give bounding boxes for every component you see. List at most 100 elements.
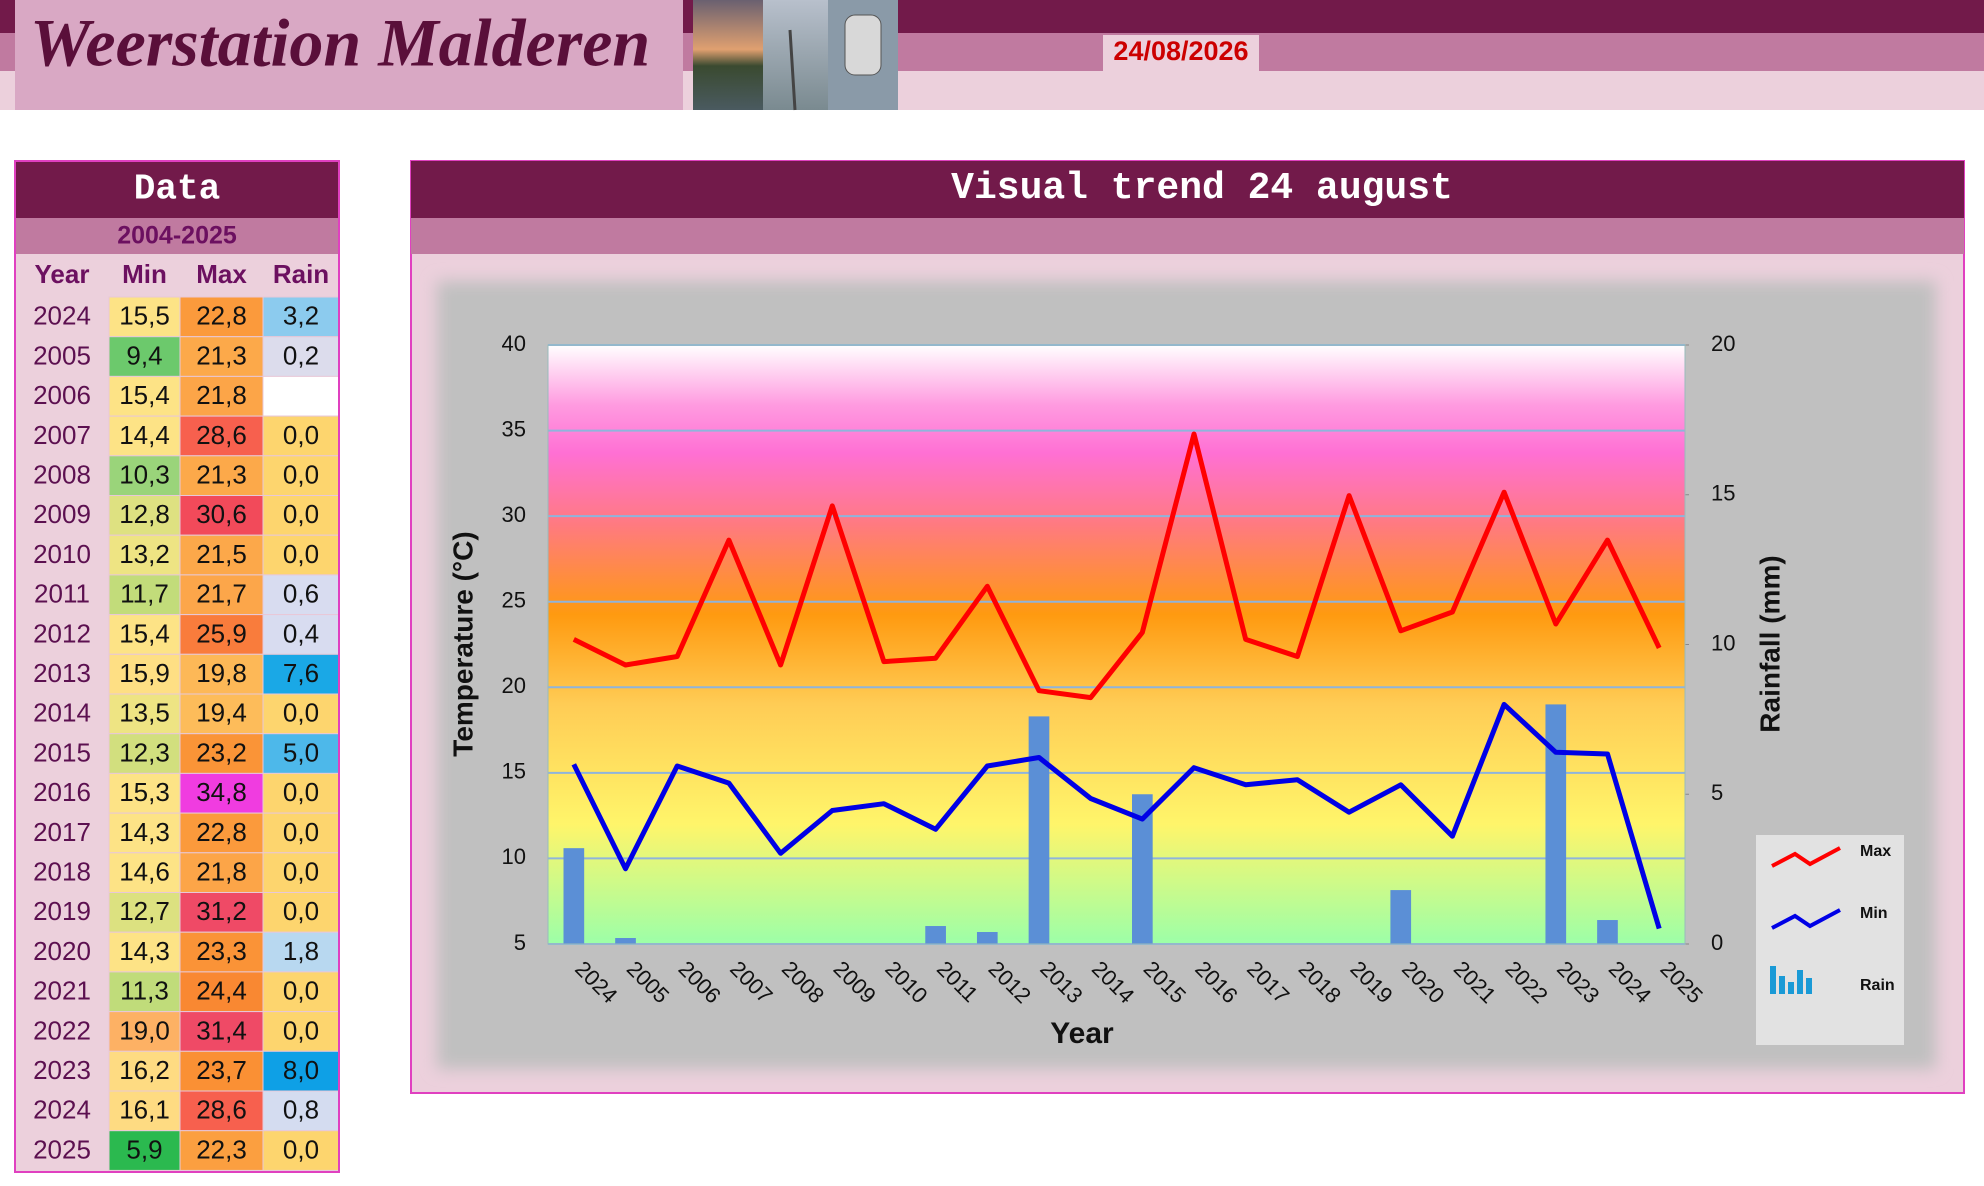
cell-value: 12,3 [119, 737, 170, 767]
series-line [571, 701, 1662, 930]
cell-value: 0,0 [283, 499, 319, 529]
cell-value: 5,0 [283, 737, 319, 767]
column-header: Min [122, 259, 167, 289]
table-cell [179, 336, 264, 377]
table-cell [179, 495, 264, 536]
y2-tick-label: 5 [1711, 780, 1723, 805]
cell-value: 22,3 [196, 1134, 247, 1164]
table-cell [179, 1130, 264, 1171]
cell-value: 14,3 [119, 817, 170, 847]
rain-bar [925, 926, 946, 944]
table-cell [108, 415, 181, 457]
cell-value: 21,7 [196, 579, 247, 609]
photo-detail [844, 14, 882, 76]
photo [693, 0, 763, 110]
cell-value: 24,4 [196, 976, 247, 1006]
date-box [1103, 35, 1259, 71]
row-year: 2021 [33, 976, 91, 1006]
table-cell [179, 1050, 264, 1092]
legend-icon [1779, 976, 1785, 994]
table-cell [262, 574, 340, 616]
table-cell [108, 614, 181, 655]
row-year: 2006 [33, 380, 91, 410]
row-year: 2020 [33, 936, 91, 966]
cell-value: 0,0 [283, 857, 319, 887]
table-cell [179, 375, 264, 417]
legend-icon [1797, 970, 1803, 994]
table-cell [179, 852, 264, 893]
cell-value: 11,7 [120, 579, 169, 609]
table-cell [179, 971, 264, 1013]
rain-bar [1545, 704, 1567, 944]
cell-value: 34,8 [196, 777, 247, 807]
cell-value: 30,6 [196, 499, 247, 529]
date: 24/08/2026 [1113, 36, 1248, 66]
row-year: 2019 [33, 896, 91, 926]
table-cell [262, 1011, 340, 1052]
cell-value: 0,0 [283, 420, 319, 450]
cell-value: 21,3 [196, 460, 247, 490]
y2-tick-label: 20 [1711, 331, 1735, 356]
y-tick-label: 20 [502, 673, 526, 698]
cell-value: 0,0 [283, 698, 319, 728]
cell-value: 13,2 [119, 539, 170, 569]
cell-value: 19,4 [196, 698, 247, 728]
plot-border [547, 344, 1686, 945]
row-year: 2014 [33, 698, 91, 728]
table-cell [108, 1050, 181, 1092]
cell-value: 0,8 [283, 1095, 319, 1125]
cell-value: 5,9 [126, 1134, 162, 1164]
row-year: 2012 [33, 618, 91, 648]
y-tick-label: 35 [502, 416, 526, 441]
photo [763, 0, 828, 110]
table-title: Data [134, 169, 220, 210]
table-cell [262, 971, 340, 1013]
cell-value: 28,6 [196, 420, 247, 450]
table-cell [179, 653, 264, 695]
table-cell [262, 614, 340, 655]
cell-value: 12,8 [119, 499, 170, 529]
rain-bar [615, 938, 636, 944]
cell-value: 31,4 [196, 1015, 247, 1045]
table-cell [108, 852, 181, 893]
y2-tick-label: 0 [1711, 930, 1723, 955]
table-cell [262, 1130, 340, 1171]
cell-value: 11,3 [120, 976, 169, 1006]
table-cell [179, 534, 264, 576]
x-axis-label: Year [1050, 1017, 1114, 1050]
row-year: 2010 [33, 539, 91, 569]
cell-value: 31,2 [196, 896, 247, 926]
table-cell [179, 574, 264, 616]
cell-value: 21,3 [196, 340, 247, 370]
cell-value: 12,7 [119, 896, 170, 926]
legend-icon [1788, 982, 1794, 994]
row-year: 2013 [33, 658, 91, 688]
table-cell [262, 455, 340, 496]
row-year: 2022 [33, 1015, 91, 1045]
row-year: 2009 [33, 499, 91, 529]
legend [1756, 835, 1904, 1045]
chart-title: Visual trend 24 august [951, 167, 1453, 210]
table-cell [262, 931, 340, 973]
table-cell [108, 653, 181, 695]
row-year: 2007 [33, 420, 91, 450]
rain-bar [1390, 890, 1412, 944]
row-year: 2024 [33, 1095, 91, 1125]
cell-value: 0,0 [283, 1134, 319, 1164]
y2-tick-label: 15 [1711, 481, 1735, 506]
cell-value: 15,4 [119, 380, 170, 410]
cell-value: 13,5 [119, 698, 170, 728]
chart-subtitle-band [411, 218, 1964, 254]
row-year: 2025 [33, 1134, 91, 1164]
cell-value: 23,2 [196, 737, 247, 767]
cell-value: 16,1 [119, 1095, 170, 1125]
legend-label: Rain [1860, 977, 1895, 994]
row-year: 2015 [33, 737, 91, 767]
y-tick-label: 30 [502, 502, 526, 527]
column-header: Rain [273, 259, 329, 289]
cell-value: 15,5 [119, 301, 170, 331]
rain-bar [1597, 920, 1618, 944]
cell-value: 25,9 [196, 618, 247, 648]
cell-value: 0,0 [283, 777, 319, 807]
legend-icon [1770, 966, 1776, 994]
